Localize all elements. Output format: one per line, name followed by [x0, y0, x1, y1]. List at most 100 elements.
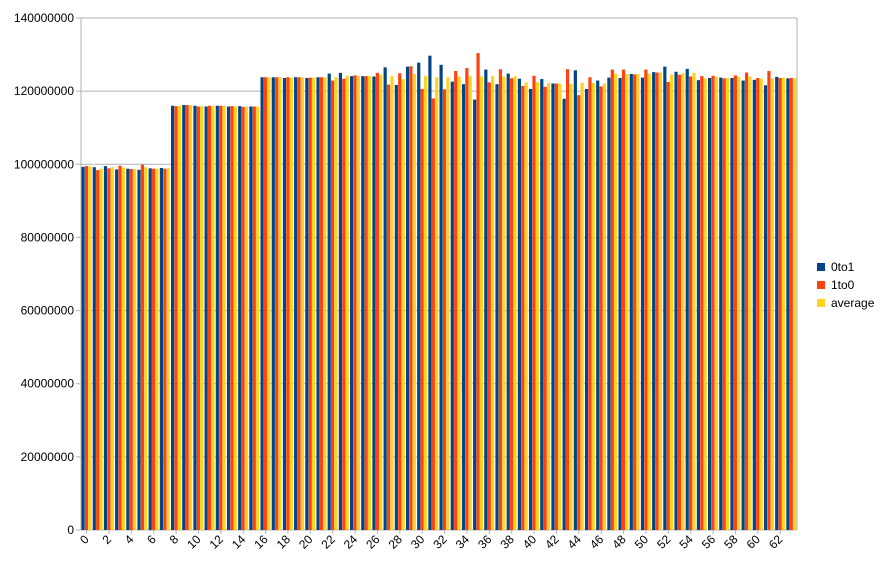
bar-average [737, 76, 741, 530]
y-tick-label: 20000000 [21, 450, 75, 464]
bar-0to1 [763, 85, 768, 530]
bar-average [479, 76, 484, 530]
bar-1to0 [118, 165, 122, 530]
bar-1to0 [767, 71, 771, 531]
bar-average [435, 77, 439, 530]
bar-1to0 [733, 75, 737, 530]
bar-1to0 [465, 68, 469, 531]
bar-average [725, 77, 730, 530]
bar-average [658, 72, 663, 531]
bar-1to0 [230, 106, 234, 530]
bar-1to0 [633, 74, 637, 530]
bar-0to1 [551, 83, 555, 530]
bar-0to1 [338, 72, 343, 530]
bar-1to0 [677, 74, 682, 530]
x-tick-label: 38 [497, 532, 517, 552]
bar-1to0 [565, 69, 570, 530]
bar-average [614, 73, 618, 531]
bar-1to0 [386, 84, 391, 530]
bar-average [446, 77, 450, 530]
bar-0to1 [461, 84, 466, 531]
bar-average [323, 77, 327, 530]
bar-0to1 [316, 77, 320, 530]
bar-1to0 [510, 78, 514, 530]
bar-0to1 [171, 105, 175, 531]
bar-average [502, 76, 506, 530]
bar-average [558, 83, 562, 530]
legend-swatch-1to0 [817, 281, 825, 289]
bar-1to0 [331, 80, 335, 530]
bar-0to1 [103, 166, 108, 530]
x-tick-label: 42 [542, 532, 562, 552]
bar-average [267, 77, 271, 530]
bar-0to1 [439, 64, 443, 530]
bar-1to0 [342, 78, 346, 531]
bar-0to1 [383, 67, 387, 530]
x-tick-label: 8 [167, 532, 182, 547]
x-tick-label: 30 [408, 532, 428, 552]
bar-1to0 [185, 105, 189, 530]
bar-average [233, 106, 237, 530]
bar-0to1 [394, 84, 398, 530]
bar-1to0 [454, 71, 458, 531]
y-tick-label: 140000000 [14, 11, 74, 25]
bar-1to0 [96, 170, 100, 530]
x-tick-label: 24 [341, 532, 361, 552]
legend-item-0to1: 0to1 [817, 258, 874, 276]
bar-average [345, 75, 349, 530]
x-tick-label: 62 [766, 532, 786, 552]
bar-1to0 [487, 82, 491, 530]
bar-0to1 [428, 55, 432, 530]
bars [81, 53, 797, 531]
bar-1to0 [375, 72, 379, 530]
x-tick-label: 34 [453, 532, 473, 552]
x-tick-label: 40 [520, 532, 540, 552]
bar-0to1 [204, 106, 208, 530]
bar-1to0 [398, 73, 402, 531]
bar-0to1 [238, 106, 242, 530]
bar-average [334, 77, 338, 530]
bar-average [244, 106, 249, 530]
bar-average [278, 77, 282, 530]
x-tick-label: 28 [386, 532, 406, 552]
bar-1to0 [577, 95, 581, 530]
bar-0to1 [417, 62, 421, 531]
bar-0to1 [607, 77, 611, 531]
bar-1to0 [543, 86, 547, 531]
bar-0to1 [775, 76, 779, 530]
y-tick-label: 120000000 [14, 84, 74, 98]
bar-0to1 [372, 76, 376, 530]
bar-average [121, 167, 126, 530]
bar-average [491, 76, 495, 531]
legend-label-0to1: 0to1 [831, 260, 855, 274]
bar-0to1 [260, 77, 264, 530]
bar-1to0 [744, 72, 749, 531]
bar-1to0 [140, 164, 145, 530]
bar-1to0 [521, 86, 525, 530]
bar-1to0 [241, 106, 245, 531]
x-tick-label: 4 [122, 532, 137, 547]
y-tick-label: 100000000 [14, 157, 74, 171]
legend-item-average: average [817, 294, 874, 312]
bar-0to1 [685, 68, 689, 530]
bar-1to0 [476, 53, 480, 530]
bar-average [155, 168, 159, 530]
bar-1to0 [420, 88, 424, 530]
bar-0to1 [596, 80, 600, 530]
bar-0to1 [182, 105, 186, 530]
bar-0to1 [271, 77, 275, 530]
bar-1to0 [644, 69, 648, 531]
bar-1to0 [263, 77, 268, 530]
bar-average [580, 82, 584, 530]
bar-0to1 [249, 106, 253, 530]
x-tick-labels: 0 2 4 6 8 10 12 14 16 18 20 22 24 26 28 30 32 34 36 38 40 42 4… [77, 532, 785, 552]
x-tick-label: 22 [318, 532, 338, 552]
bar-0to1 [226, 106, 231, 530]
bar-1to0 [711, 75, 715, 530]
bar-0to1 [529, 88, 533, 530]
bar-average [356, 75, 360, 530]
bar-1to0 [207, 105, 212, 531]
bar-average [748, 76, 752, 530]
bar-average [670, 74, 674, 530]
bar-1to0 [152, 168, 156, 530]
